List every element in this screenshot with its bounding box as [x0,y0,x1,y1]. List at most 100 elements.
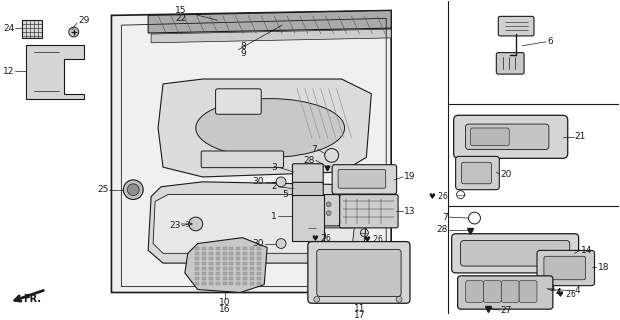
Bar [244,267,247,270]
Bar [195,277,199,280]
Bar [209,282,213,285]
Text: 7: 7 [311,145,317,154]
Bar [223,247,226,250]
FancyBboxPatch shape [332,165,397,194]
FancyBboxPatch shape [318,204,353,228]
Bar [216,252,219,255]
Bar [229,252,234,255]
Bar [195,267,199,270]
Text: 23: 23 [169,221,181,230]
Text: 7: 7 [442,212,448,221]
Bar [223,262,226,265]
Text: 4: 4 [575,286,580,295]
Bar [250,272,254,275]
FancyBboxPatch shape [462,162,491,184]
Polygon shape [158,79,371,177]
Text: ♥ 26: ♥ 26 [557,290,576,299]
FancyBboxPatch shape [302,195,340,226]
Bar [223,277,226,280]
Circle shape [314,296,320,302]
Text: 25: 25 [97,185,108,194]
Text: 4: 4 [556,288,562,297]
Circle shape [69,27,79,37]
Circle shape [318,202,323,207]
Text: 9: 9 [241,49,246,58]
Bar [216,257,219,260]
Text: 28: 28 [303,156,315,165]
FancyBboxPatch shape [308,242,410,303]
Bar [229,257,234,260]
Circle shape [311,202,316,207]
Bar [195,247,199,250]
Bar [236,252,241,255]
Bar [250,262,254,265]
Text: 8: 8 [241,42,246,51]
Bar [216,272,219,275]
Bar [223,272,226,275]
Bar [236,262,241,265]
Polygon shape [153,195,356,253]
Polygon shape [26,45,84,99]
Bar [250,267,254,270]
FancyBboxPatch shape [519,281,537,302]
Text: 29: 29 [79,16,90,25]
Bar [202,257,206,260]
Bar [195,257,199,260]
Bar [250,282,254,285]
Bar [257,262,261,265]
Polygon shape [292,195,324,241]
Circle shape [314,230,326,242]
Text: 12: 12 [3,67,14,76]
Bar [236,282,241,285]
Bar [250,257,254,260]
Bar [202,267,206,270]
FancyBboxPatch shape [496,52,524,74]
Circle shape [276,239,286,248]
Bar [257,252,261,255]
Text: 2: 2 [272,182,277,191]
Text: 28: 28 [436,225,448,234]
Circle shape [189,217,203,231]
Bar [244,257,247,260]
Text: ♥ 26: ♥ 26 [365,235,383,244]
Bar [216,277,219,280]
Polygon shape [148,11,391,33]
Polygon shape [148,182,370,263]
Bar [209,247,213,250]
Bar [209,267,213,270]
Text: ♥ 26: ♥ 26 [312,234,330,243]
Circle shape [127,184,140,196]
Circle shape [123,180,143,199]
FancyBboxPatch shape [456,156,499,190]
Bar [223,252,226,255]
Bar [195,262,199,265]
FancyBboxPatch shape [461,241,570,266]
Text: 11: 11 [353,304,365,313]
Bar [202,247,206,250]
FancyBboxPatch shape [293,164,323,184]
Text: 15: 15 [175,6,187,15]
Bar [229,262,234,265]
Bar [236,247,241,250]
Text: 30: 30 [253,177,264,186]
Text: 18: 18 [598,262,609,272]
Bar [216,282,219,285]
Text: 19: 19 [404,172,415,181]
FancyBboxPatch shape [454,115,568,158]
FancyBboxPatch shape [471,128,509,146]
Text: 24: 24 [3,24,14,33]
Bar [202,272,206,275]
Text: 21: 21 [575,132,586,141]
Bar [257,282,261,285]
Bar [202,282,206,285]
FancyBboxPatch shape [340,195,398,228]
FancyBboxPatch shape [458,276,553,309]
Bar [195,272,199,275]
Bar [229,272,234,275]
FancyBboxPatch shape [484,281,501,302]
Bar [236,257,241,260]
Bar [236,272,241,275]
Polygon shape [151,29,391,43]
FancyBboxPatch shape [498,16,534,36]
Text: FR.: FR. [23,294,41,304]
